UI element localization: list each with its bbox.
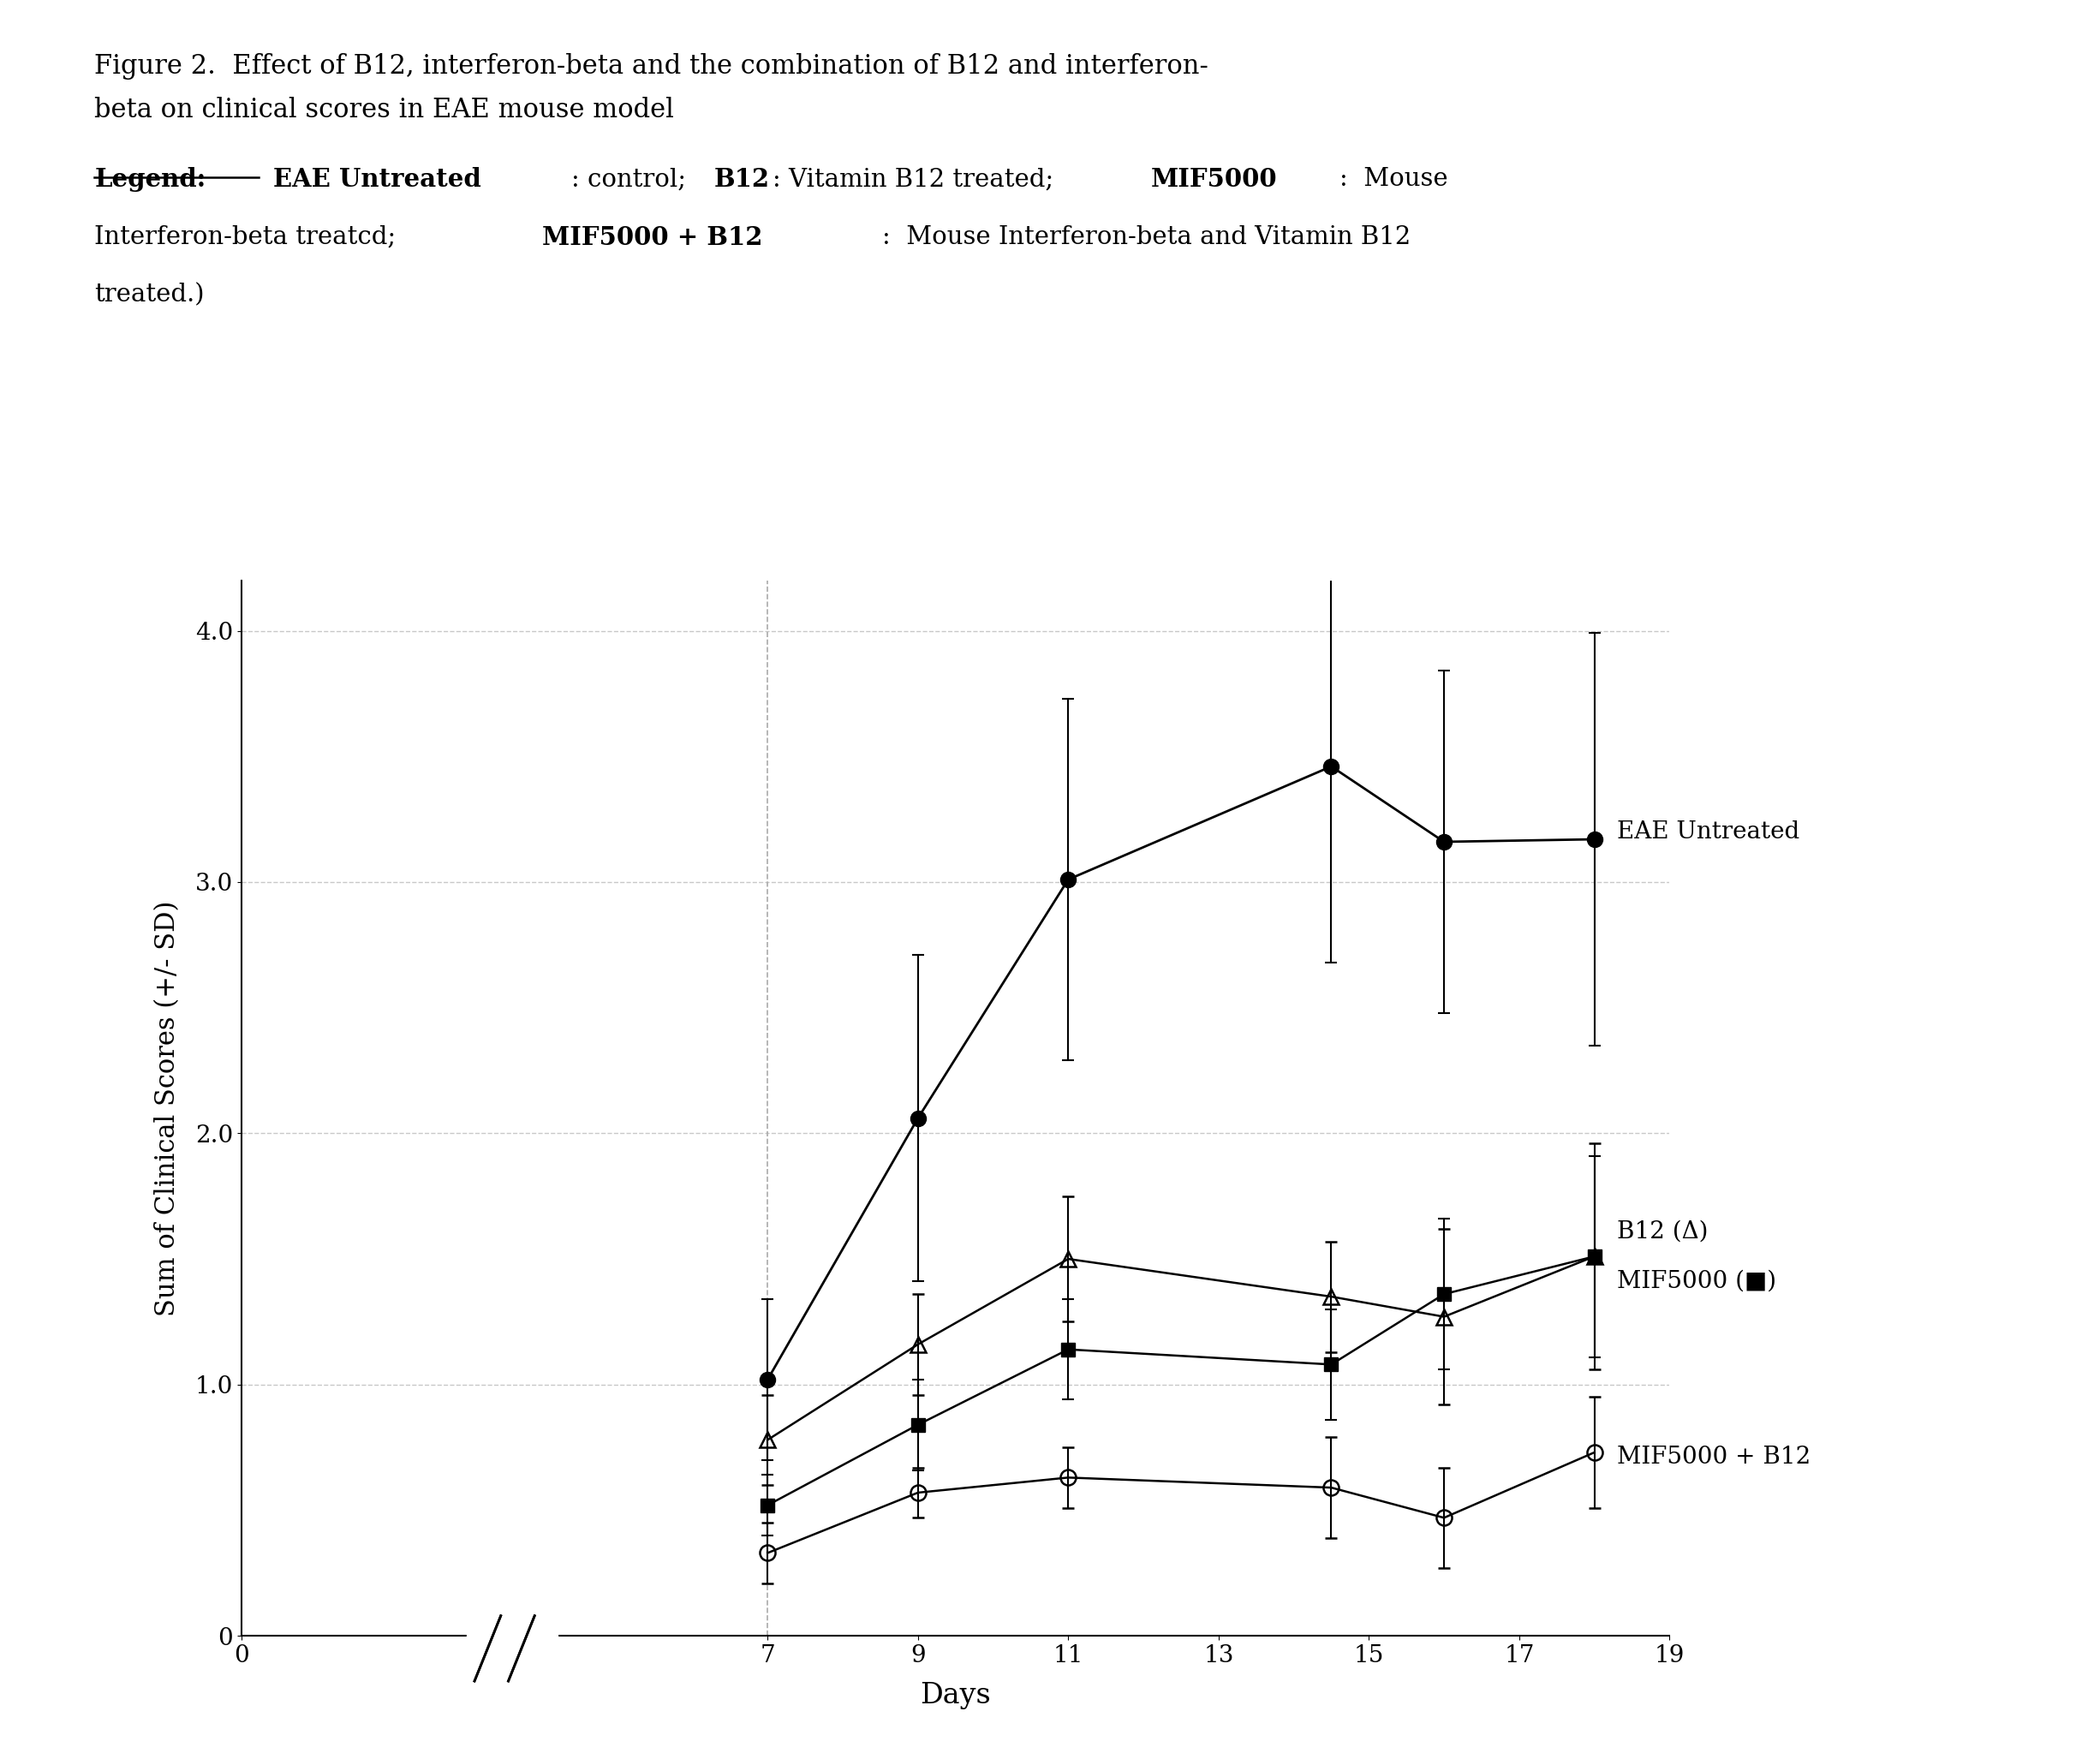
Text: MIF5000: MIF5000 (1151, 167, 1277, 192)
Text: : Vitamin B12 treated;: : Vitamin B12 treated; (773, 167, 1063, 192)
Text: B12 (Δ): B12 (Δ) (1617, 1219, 1707, 1244)
Text: B12: B12 (714, 167, 771, 192)
Text: Interferon-beta treatcd;: Interferon-beta treatcd; (94, 225, 403, 250)
Text: treated.): treated.) (94, 283, 204, 308)
Text: MIF5000 (■): MIF5000 (■) (1617, 1270, 1777, 1293)
Text: :  Mouse: : Mouse (1340, 167, 1449, 192)
Text: EAE Untreated: EAE Untreated (273, 167, 481, 192)
Text: MIF5000 + B12: MIF5000 + B12 (542, 225, 762, 250)
Text: EAE Untreated: EAE Untreated (1617, 820, 1800, 843)
Text: Figure 2.  Effect of B12, interferon-beta and the combination of B12 and interfe: Figure 2. Effect of B12, interferon-beta… (94, 53, 1210, 79)
Text: : control;: : control; (571, 167, 693, 192)
Text: :  Mouse Interferon-beta and Vitamin B12: : Mouse Interferon-beta and Vitamin B12 (882, 225, 1411, 250)
Text: beta on clinical scores in EAE mouse model: beta on clinical scores in EAE mouse mod… (94, 97, 674, 123)
Y-axis label: Sum of Clinical Scores (+/- SD): Sum of Clinical Scores (+/- SD) (153, 901, 181, 1316)
Text: MIF5000 + B12: MIF5000 + B12 (1617, 1446, 1810, 1469)
X-axis label: Days: Days (920, 1682, 991, 1710)
Bar (466, 1573, 557, 1699)
Text: Legend:: Legend: (94, 167, 206, 192)
